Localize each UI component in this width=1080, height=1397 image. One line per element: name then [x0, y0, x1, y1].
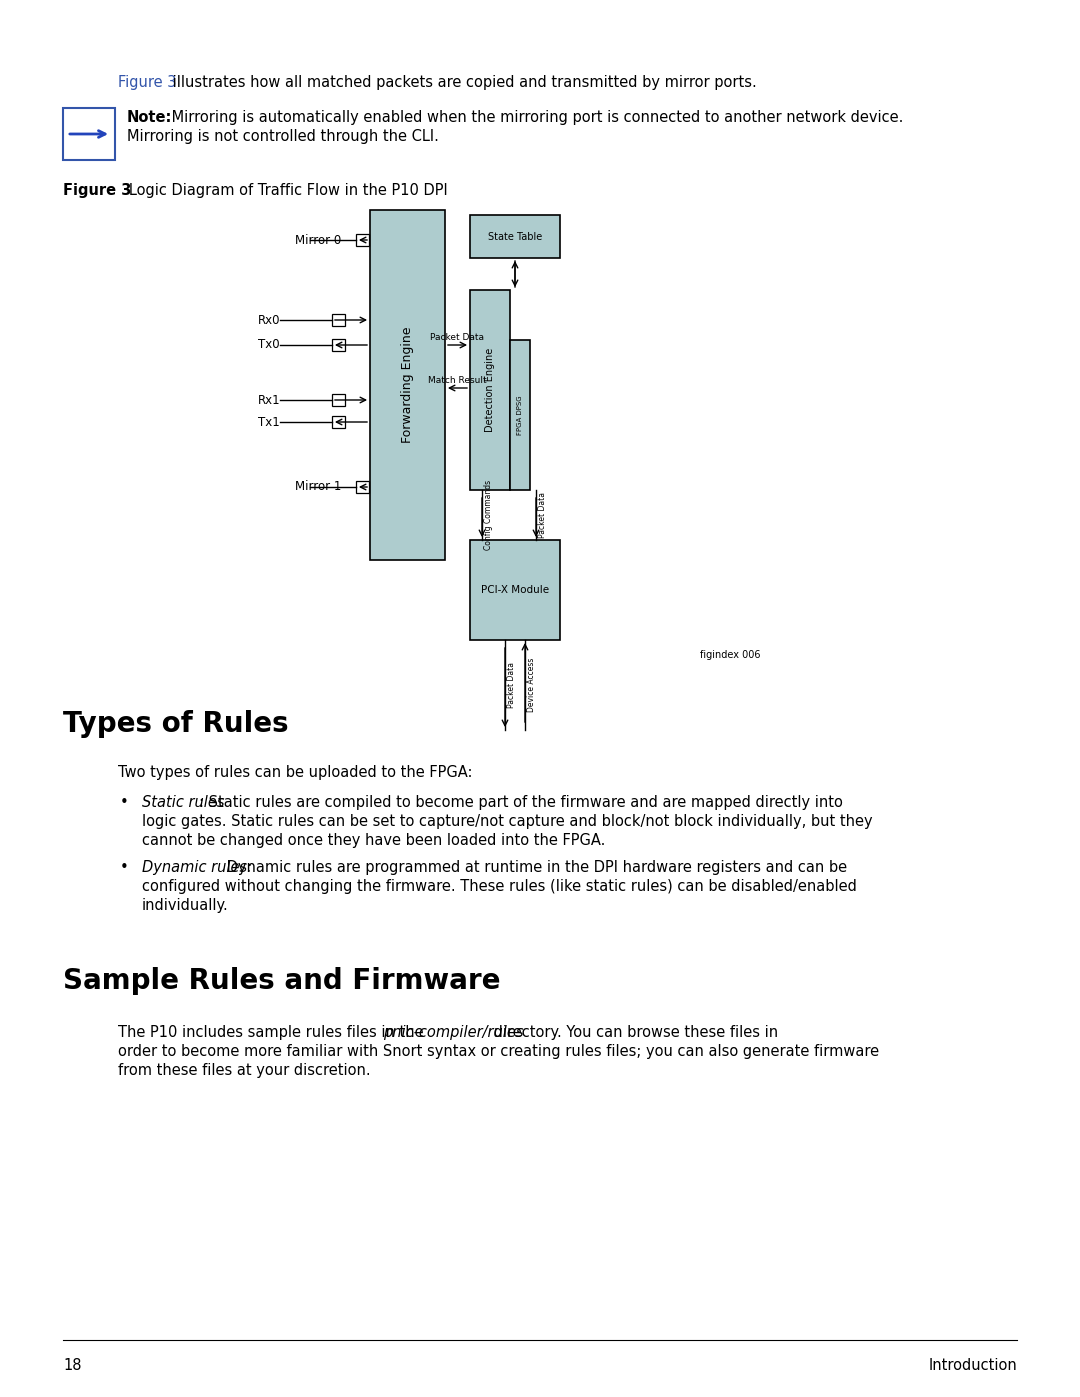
Text: Dynamic rules are programmed at runtime in the DPI hardware registers and can be: Dynamic rules are programmed at runtime … [222, 861, 847, 875]
Text: Tx0: Tx0 [258, 338, 280, 352]
Text: figindex 006: figindex 006 [700, 650, 760, 659]
Bar [355, 235, 368, 246]
Text: The P10 includes sample rules files in the: The P10 includes sample rules files in t… [118, 1025, 429, 1039]
Text: Match Result: Match Result [428, 376, 487, 386]
Text: Tx1: Tx1 [258, 415, 280, 429]
Text: FPGA DPSG: FPGA DPSG [517, 395, 523, 434]
Text: individually.: individually. [141, 898, 229, 914]
Text: Packet Data: Packet Data [431, 332, 485, 342]
Text: cannot be changed once they have been loaded into the FPGA.: cannot be changed once they have been lo… [141, 833, 606, 848]
Text: logic gates. Static rules can be set to capture/not capture and block/not block : logic gates. Static rules can be set to … [141, 814, 873, 828]
Bar [332, 394, 345, 407]
Text: Mirroring is automatically enabled when the mirroring port is connected to anoth: Mirroring is automatically enabled when … [167, 110, 903, 124]
Text: Rx1: Rx1 [258, 394, 281, 407]
Text: Device Access: Device Access [527, 658, 536, 712]
Bar [332, 339, 345, 351]
Text: Static rules: Static rules [141, 795, 225, 810]
Text: order to become more familiar with Snort syntax or creating rules files; you can: order to become more familiar with Snort… [118, 1044, 879, 1059]
Text: Note:: Note: [127, 110, 173, 124]
Text: : Static rules are compiled to become part of the firmware and are mapped direct: : Static rules are compiled to become pa… [199, 795, 842, 810]
Text: Mirroring is not controlled through the CLI.: Mirroring is not controlled through the … [127, 129, 438, 144]
Text: Logic Diagram of Traffic Flow in the P10 DPI: Logic Diagram of Traffic Flow in the P10… [114, 183, 448, 198]
Text: Mirror 0: Mirror 0 [295, 233, 341, 246]
Bar [470, 215, 561, 258]
Bar [63, 108, 114, 161]
Text: Figure 3: Figure 3 [63, 183, 132, 198]
Text: Config Commands: Config Commands [484, 481, 492, 550]
Text: illustrates how all matched packets are copied and transmitted by mirror ports.: illustrates how all matched packets are … [168, 75, 757, 89]
Text: configured without changing the firmware. These rules (like static rules) can be: configured without changing the firmware… [141, 879, 856, 894]
Bar [332, 314, 345, 326]
Text: •: • [120, 795, 129, 810]
Text: from these files at your discretion.: from these files at your discretion. [118, 1063, 370, 1078]
Text: PCI-X Module: PCI-X Module [481, 585, 549, 595]
Text: •: • [120, 861, 129, 875]
Text: Packet Data: Packet Data [507, 662, 516, 708]
Bar [470, 541, 561, 640]
Text: Packet Data: Packet Data [538, 492, 546, 538]
Bar [355, 481, 368, 493]
Text: Dynamic rules:: Dynamic rules: [141, 861, 252, 875]
Text: pnic-compiler/rules: pnic-compiler/rules [383, 1025, 524, 1039]
Text: Sample Rules and Firmware: Sample Rules and Firmware [63, 967, 500, 995]
Text: State Table: State Table [488, 232, 542, 242]
Text: Two types of rules can be uploaded to the FPGA:: Two types of rules can be uploaded to th… [118, 766, 473, 780]
Text: Forwarding Engine: Forwarding Engine [401, 327, 414, 443]
Bar [332, 416, 345, 427]
Text: Types of Rules: Types of Rules [63, 710, 288, 738]
Text: directory. You can browse these files in: directory. You can browse these files in [489, 1025, 778, 1039]
Text: Figure 3: Figure 3 [118, 75, 176, 89]
Text: Detection Engine: Detection Engine [485, 348, 495, 432]
Text: Rx0: Rx0 [258, 313, 281, 327]
Bar [370, 210, 445, 560]
Bar [510, 339, 530, 490]
Text: 18: 18 [63, 1358, 81, 1373]
Text: Mirror 1: Mirror 1 [295, 481, 341, 493]
Bar [470, 291, 510, 490]
Text: Introduction: Introduction [928, 1358, 1017, 1373]
